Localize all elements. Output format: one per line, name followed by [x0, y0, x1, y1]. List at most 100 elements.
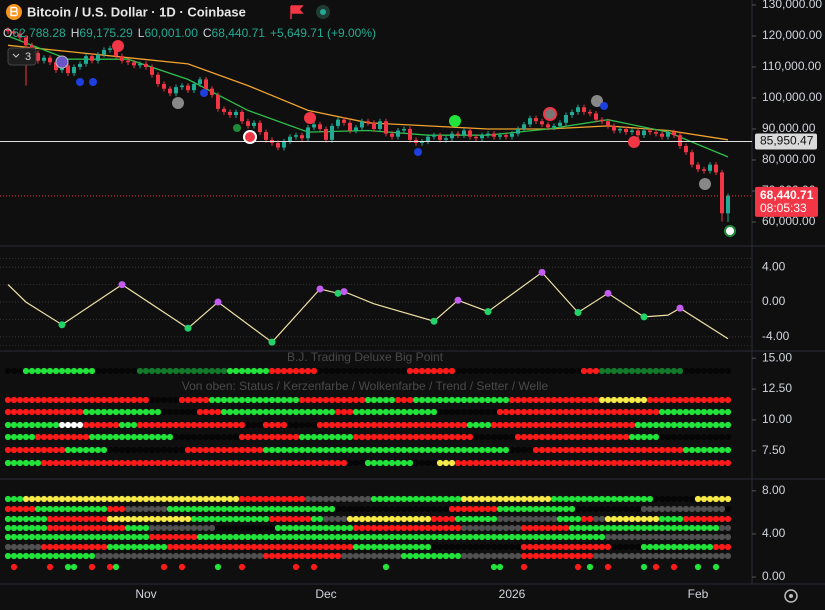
state-dot — [310, 433, 318, 441]
state-dot — [454, 524, 462, 532]
state-dot — [226, 505, 234, 513]
state-dot — [424, 433, 432, 441]
state-dot — [466, 459, 474, 467]
state-dot — [214, 421, 222, 429]
state-dot — [502, 533, 510, 541]
state-dot — [448, 515, 456, 523]
state-dot — [202, 515, 210, 523]
state-dot — [286, 505, 294, 513]
candle-body — [348, 122, 352, 131]
state-dot — [520, 396, 528, 404]
state-dot — [292, 408, 300, 416]
state-dot — [718, 396, 726, 404]
state-dot — [244, 459, 252, 467]
state-dot — [226, 552, 234, 560]
pivot-dot — [334, 289, 342, 297]
state-dot — [724, 543, 732, 551]
state-dot — [514, 524, 522, 532]
state-dot — [646, 515, 654, 523]
state-dot — [346, 495, 354, 503]
state-dot — [394, 459, 402, 467]
state-dot — [436, 367, 444, 375]
state-dot — [52, 515, 60, 523]
state-dot — [526, 396, 534, 404]
state-dot — [496, 459, 504, 467]
state-dot — [4, 524, 12, 532]
state-dot — [64, 552, 72, 560]
state-dot — [664, 533, 672, 541]
candle-body — [486, 133, 490, 136]
state-dot — [526, 543, 534, 551]
state-dot — [568, 459, 576, 467]
candle-body — [390, 133, 394, 137]
state-dot — [406, 446, 414, 454]
flag-icon[interactable] — [290, 5, 304, 19]
state-dot — [40, 396, 48, 404]
state-dot — [64, 524, 72, 532]
state-dot — [346, 459, 354, 467]
candle-body — [186, 85, 190, 91]
state-dot — [598, 396, 606, 404]
state-dot — [676, 408, 684, 416]
state-dot — [226, 533, 234, 541]
state-dot — [412, 396, 420, 404]
state-dot — [178, 515, 186, 523]
settings-icon[interactable] — [784, 589, 798, 603]
state-dot — [640, 552, 648, 560]
state-dot — [526, 505, 534, 513]
state-dot — [460, 421, 468, 429]
state-dot — [442, 459, 450, 467]
state-dot — [712, 459, 720, 467]
state-dot — [352, 446, 360, 454]
state-dot — [424, 543, 432, 551]
state-dot — [106, 552, 114, 560]
indicator-toggle[interactable] — [7, 47, 37, 66]
candle-body — [444, 138, 448, 140]
state-dot — [358, 396, 366, 404]
state-dot — [172, 396, 180, 404]
state-dot — [328, 524, 336, 532]
state-dot — [334, 421, 342, 429]
state-dot — [64, 396, 72, 404]
candle-body — [618, 128, 622, 131]
state-dot — [544, 552, 552, 560]
state-dot — [88, 396, 96, 404]
state-dot — [136, 408, 144, 416]
state-dot — [178, 433, 186, 441]
state-dot — [22, 533, 30, 541]
candle-body — [240, 111, 244, 122]
state-dot — [490, 533, 498, 541]
state-dot — [166, 408, 174, 416]
state-dot — [616, 552, 624, 560]
state-dot — [718, 552, 726, 560]
x-tick-label: Dec — [315, 587, 336, 601]
state-dot — [376, 515, 384, 523]
state-dot — [286, 396, 294, 404]
state-dot — [346, 524, 354, 532]
candle-body — [210, 88, 214, 95]
state-dot — [40, 552, 48, 560]
state-dot — [298, 459, 306, 467]
state-dot — [490, 446, 498, 454]
state-dot — [184, 446, 192, 454]
state-dot — [34, 446, 42, 454]
y-tick-label: 100,000.00 — [762, 90, 822, 104]
state-dot — [706, 367, 714, 375]
state-dot — [478, 552, 486, 560]
state-dot — [100, 421, 108, 429]
state-dot — [424, 524, 432, 532]
state-dot — [454, 421, 462, 429]
state-dot — [292, 421, 300, 429]
state-dot — [592, 459, 600, 467]
state-dot — [28, 433, 36, 441]
state-dot — [322, 543, 330, 551]
state-dot — [112, 505, 120, 513]
state-dot — [130, 552, 138, 560]
legend-value: 62,788.28 — [12, 26, 66, 40]
state-dot — [286, 533, 294, 541]
state-dot — [610, 396, 618, 404]
state-dot — [688, 367, 696, 375]
state-dot — [670, 396, 678, 404]
state-dot — [232, 524, 240, 532]
state-dot — [184, 543, 192, 551]
